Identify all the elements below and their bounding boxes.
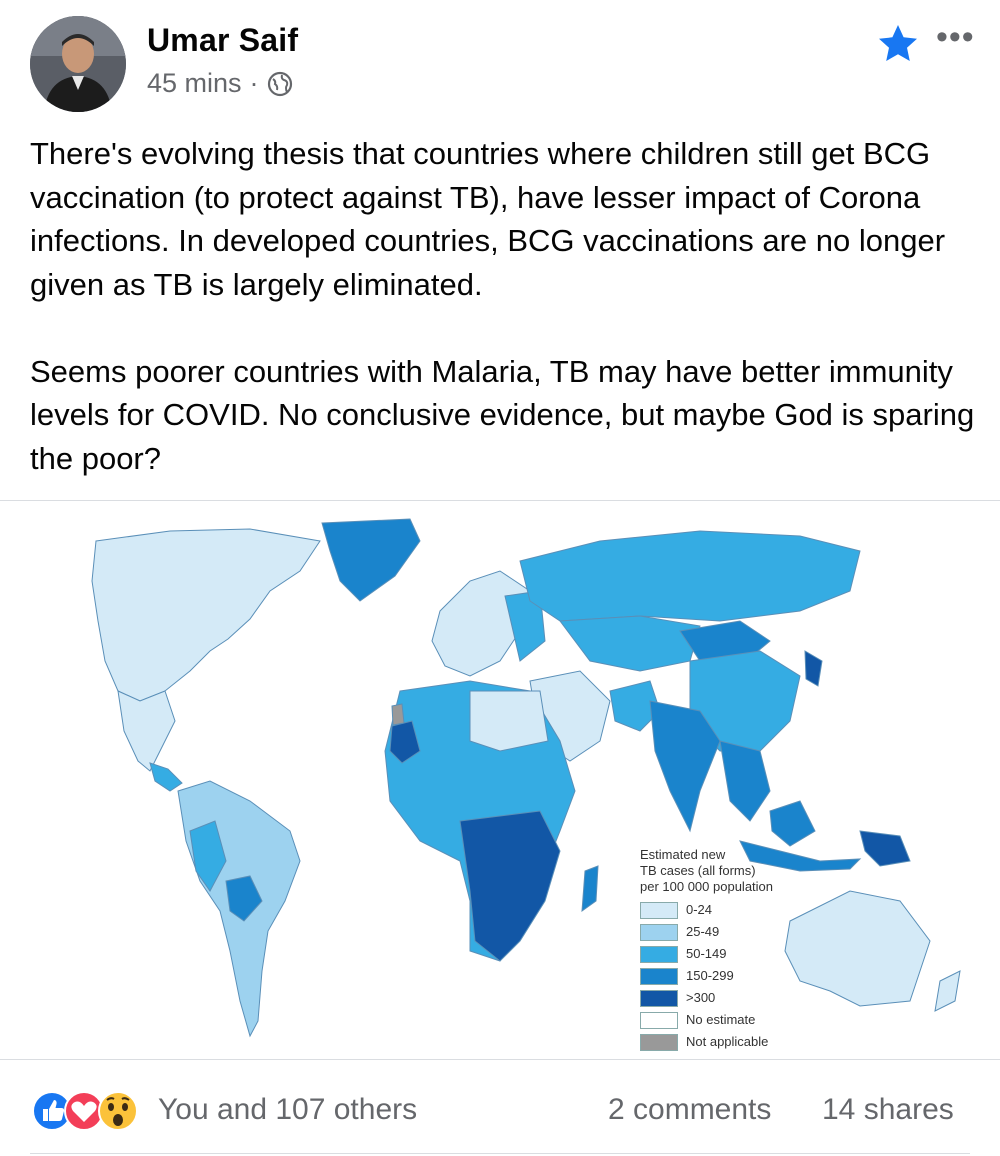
legend-item: >300 [640,987,773,1009]
post-image-tb-map[interactable]: Estimated new TB cases (all forms) per 1… [0,500,1000,1060]
legend-swatch [640,1011,678,1029]
reactions-count[interactable]: You and 107 others [158,1093,418,1126]
post-time[interactable]: 45 mins [147,68,242,98]
legend-title-line: per 100 000 population [640,879,774,894]
map-region [859,830,911,867]
legend-swatch [640,989,678,1007]
legend-item: 0-24 [640,899,773,921]
map-region [459,810,561,962]
legend-swatch [640,901,678,919]
legend-title: Estimated new TB cases (all forms) per 1… [640,847,773,895]
map-region [91,528,321,702]
post-meta: 45 mins · [147,68,293,99]
post-header: Umar Saif 45 mins · ••• [0,0,1000,125]
legend-item: Not applicable [640,1031,773,1053]
map-region [189,820,227,892]
more-options-icon[interactable]: ••• [936,18,975,56]
map-region [769,800,816,847]
map-region [719,740,771,822]
legend-title-line: Estimated new [640,847,726,862]
map-region [934,970,961,1012]
legend-label: 0-24 [686,902,713,917]
map-legend: Estimated new TB cases (all forms) per 1… [640,847,773,1053]
map-region [469,690,549,752]
map-region [581,865,599,913]
legend-label: Not applicable [686,1034,769,1049]
legend-label: 150-299 [686,968,734,983]
star-icon[interactable] [876,22,920,66]
legend-title-line: TB cases (all forms) [640,863,756,878]
legend-swatch [640,923,678,941]
meta-separator: · [249,68,259,98]
love-icon [64,1091,104,1131]
avatar[interactable] [30,16,126,112]
map-region [225,875,263,922]
legend-label: 50-149 [686,946,727,961]
map-region [391,703,405,726]
map-region [609,680,661,732]
legend-swatch [640,945,678,963]
map-region [117,690,176,772]
legend-item: 50-149 [640,943,773,965]
map-region [149,762,183,792]
map-region [519,530,861,622]
shares-count[interactable]: 14 shares [822,1093,954,1126]
map-region [784,890,931,1007]
map-region [804,650,823,687]
reaction-icons[interactable] [32,1089,152,1133]
author-name[interactable]: Umar Saif [147,22,299,58]
map-region [649,700,721,833]
post-footer: You and 107 others 2 comments 14 shares [0,1075,1000,1145]
comments-count[interactable]: 2 comments [608,1093,772,1126]
legend-swatch [640,1033,678,1051]
globe-icon [267,71,292,96]
world-map [91,518,961,1038]
divider [30,1153,970,1154]
wow-icon [98,1091,138,1131]
post-paragraph: There's evolving thesis that countries w… [30,136,946,302]
post-paragraph: Seems poorer countries with Malaria, TB … [30,353,975,476]
post-text: There's evolving thesis that countries w… [30,132,975,480]
legend-item: 25-49 [640,921,773,943]
legend-swatch [640,967,678,985]
map-region [739,840,862,872]
map-region [559,615,701,672]
legend-item: 150-299 [640,965,773,987]
legend-label: No estimate [686,1012,756,1027]
legend-label: >300 [686,990,716,1005]
map-region [321,518,421,602]
legend-item: No estimate [640,1009,773,1031]
legend-label: 25-49 [686,924,720,939]
map-region [389,720,421,764]
